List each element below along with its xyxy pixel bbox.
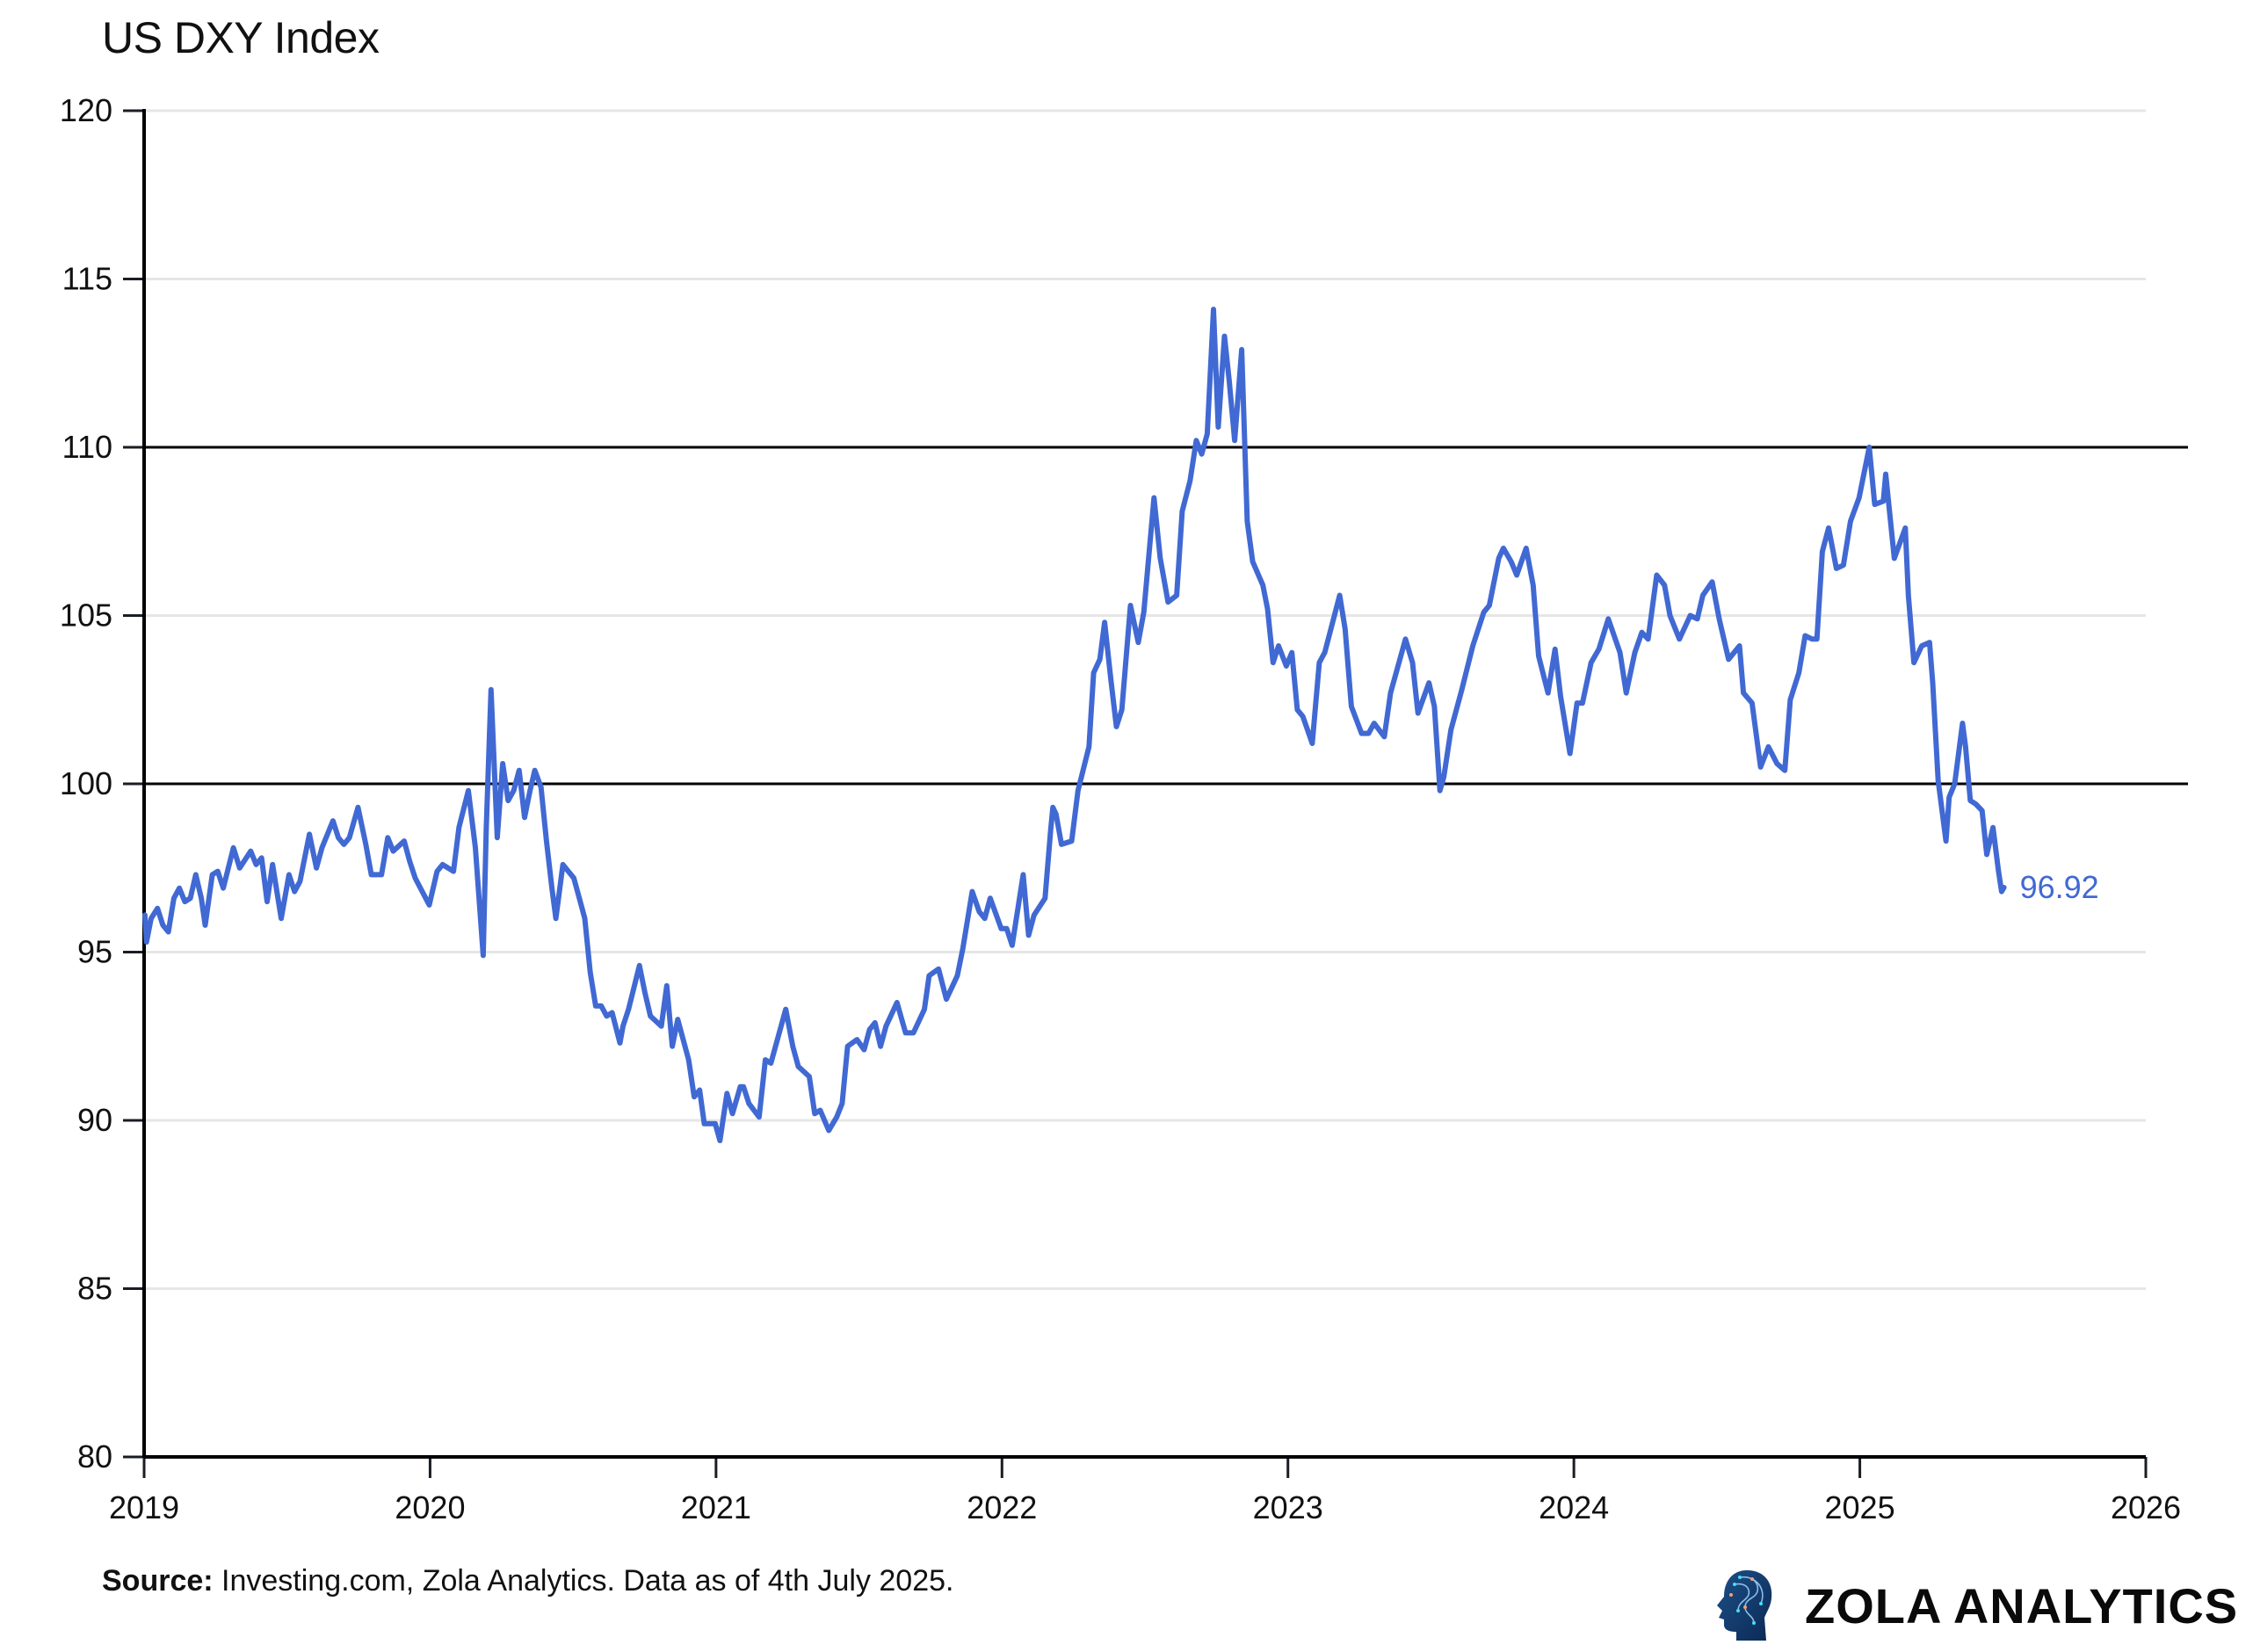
source-text: Investing.com, Zola Analytics. Data as o…: [221, 1564, 954, 1598]
y-tick-label: 80: [77, 1438, 112, 1474]
y-tick-label: 95: [77, 934, 112, 970]
y-tick-label: 120: [60, 92, 112, 128]
x-tick-label: 2026: [2111, 1489, 2181, 1525]
y-tick-label: 90: [77, 1102, 112, 1138]
source-note: Source: Investing.com, Zola Analytics. D…: [102, 1564, 953, 1598]
series-layer: 96.92: [141, 307, 2099, 1143]
zola-analytics-logo: ZOLA ANALYTICS: [1713, 1569, 2238, 1642]
x-tick-label: 2021: [681, 1489, 751, 1525]
tick-labels: 80 85 90 95 100 105 110 115 120 2019 2020 2021 2022 2…: [60, 92, 2181, 1525]
x-tick-label: 2022: [967, 1489, 1037, 1525]
y-tick-label: 105: [60, 598, 112, 634]
axes: [123, 109, 2148, 1478]
chart-title: US DXY Index: [102, 13, 380, 62]
head-circuit-icon: [1717, 1570, 1772, 1641]
y-tick-label: 100: [60, 765, 112, 801]
x-tick-label: 2020: [395, 1489, 465, 1525]
y-tick-label: 85: [77, 1271, 112, 1307]
logo-text: ZOLA ANALYTICS: [1805, 1577, 2239, 1634]
y-tick-label: 110: [62, 429, 112, 465]
gridlines: [144, 109, 2146, 1290]
x-tick-label: 2019: [109, 1489, 179, 1525]
reference-lines: [144, 446, 2188, 786]
x-tick-label: 2024: [1539, 1489, 1609, 1525]
x-tick-label: 2023: [1253, 1489, 1323, 1525]
x-tick-label: 2025: [1825, 1489, 1895, 1525]
dxy-series-line: [141, 307, 2007, 1143]
y-tick-label: 115: [62, 261, 112, 297]
last-value-label: 96.92: [2020, 869, 2099, 905]
source-label: Source:: [102, 1564, 214, 1598]
